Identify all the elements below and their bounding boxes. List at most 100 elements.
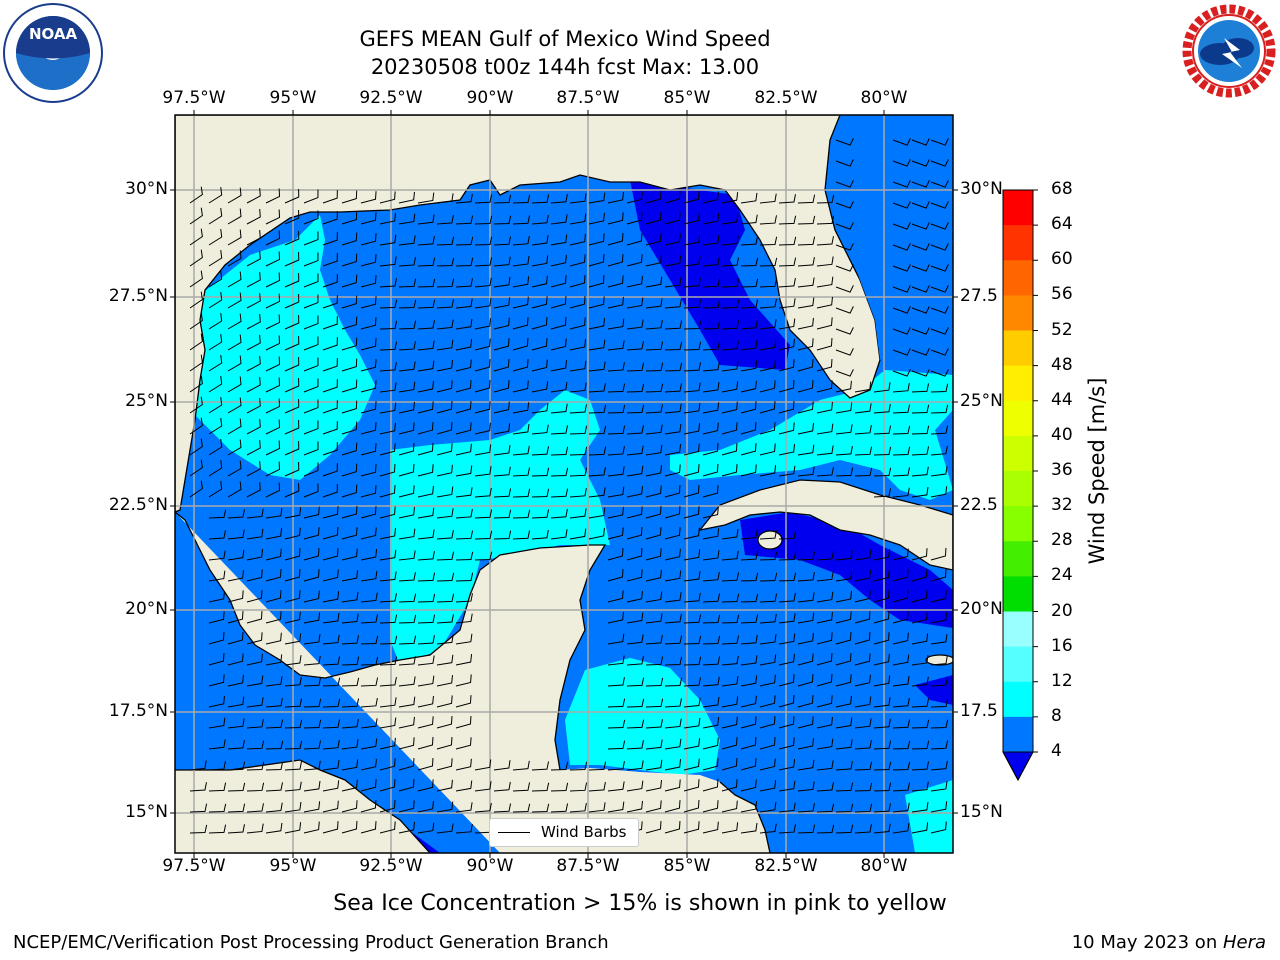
wind-barb [550, 193, 568, 204]
wind-barb [455, 359, 472, 372]
wind-barb [550, 338, 567, 351]
wind-region-cyan-central [390, 390, 610, 665]
wind-barb [398, 191, 415, 204]
wind-barb [322, 739, 340, 750]
wind-barb [930, 201, 949, 209]
wind-barb [360, 635, 379, 645]
wind-barb [626, 341, 644, 351]
wind-barb [664, 718, 682, 729]
wind-barb [683, 779, 700, 792]
wind-barb [683, 697, 701, 708]
wind-barb [360, 697, 378, 708]
wind-barb [645, 779, 663, 792]
wind-barb [379, 571, 397, 582]
wind-barb [778, 824, 796, 834]
wind-barb [303, 231, 319, 246]
wind-barb [626, 569, 643, 582]
wind-region-deep-east [915, 675, 953, 705]
wind-barb [227, 313, 242, 330]
colorbar-bin [1003, 295, 1033, 331]
wind-barb [664, 527, 681, 540]
wind-barb [417, 614, 436, 624]
wind-barb [797, 759, 815, 771]
wind-barb [911, 383, 930, 393]
wind-barb [721, 614, 740, 624]
wind-barb [892, 676, 910, 687]
lat-label-left: 17.5°N [108, 701, 168, 721]
wind-barb [873, 782, 892, 792]
wind-barb [379, 299, 398, 309]
wind-barb [683, 191, 700, 204]
wind-barb [455, 674, 472, 687]
wind-barb [778, 236, 797, 246]
wind-barb [550, 360, 568, 372]
wind-barb [702, 821, 719, 834]
wind-barb [645, 362, 664, 372]
wind-barb [778, 318, 796, 330]
wind-barb [835, 180, 854, 188]
wind-barb [930, 677, 949, 687]
wind-barb [455, 215, 474, 225]
wind-barb [493, 466, 511, 477]
wind-barb [398, 422, 415, 435]
wind-barb [398, 758, 415, 771]
lat-label-left: 15°N [125, 802, 168, 822]
wind-barb [854, 446, 873, 456]
wind-barb [531, 316, 548, 330]
wind-barb [379, 422, 396, 435]
wind-barb [417, 257, 436, 267]
wind-barb [208, 761, 226, 771]
wind-barb [227, 549, 245, 561]
colorbar-bin [1003, 611, 1033, 648]
wind-barb [892, 487, 910, 498]
wind-barb [702, 528, 720, 540]
wind-barb [360, 401, 377, 414]
wind-barb [284, 420, 300, 435]
wind-barb [873, 488, 891, 498]
wind-barb [835, 285, 854, 293]
wind-barb [455, 401, 472, 414]
wind-barb [208, 739, 226, 750]
wind-barb [227, 187, 242, 204]
wind-barb [284, 590, 301, 603]
wind-barb [246, 250, 261, 267]
wind-barb [379, 614, 398, 624]
wind-barb [892, 306, 911, 314]
wind-barb [474, 530, 493, 540]
wind-barb [835, 824, 854, 834]
wind-barb [778, 422, 795, 435]
wind-barb [265, 528, 283, 540]
wind-barb [759, 401, 776, 414]
wind-barb [265, 209, 281, 225]
wind-barb [721, 340, 739, 351]
wind-barb [436, 654, 454, 666]
wind-barb [379, 320, 398, 330]
wind-barb [892, 327, 911, 335]
wind-barb [835, 222, 854, 230]
wind-barb [360, 359, 377, 372]
colorbar-tick-label: 44 [1051, 389, 1073, 410]
wind-barb [341, 274, 358, 288]
wind-barb [797, 359, 814, 372]
wind-barb [911, 740, 930, 750]
wind-barb [740, 593, 759, 603]
wind-barb [512, 445, 530, 456]
wind-barb [702, 506, 719, 519]
grid-lines [175, 115, 953, 853]
wind-barb [797, 297, 815, 309]
colorbar-bin [1003, 330, 1033, 367]
wind-barb [892, 159, 911, 167]
lon-label-top: 82.5°W [754, 88, 818, 108]
wind-barb [493, 423, 511, 435]
wind-barb [607, 506, 624, 519]
wind-barb [436, 695, 453, 708]
colorbar-bin [1003, 365, 1033, 402]
wind-barb [265, 507, 283, 519]
wind-barb [645, 319, 663, 330]
wind-barb [911, 611, 928, 624]
wind-barb [531, 803, 550, 813]
wind-barb [569, 782, 588, 792]
wind-barb [436, 529, 454, 540]
wind-barb [835, 653, 852, 666]
wind-barb [436, 339, 454, 351]
